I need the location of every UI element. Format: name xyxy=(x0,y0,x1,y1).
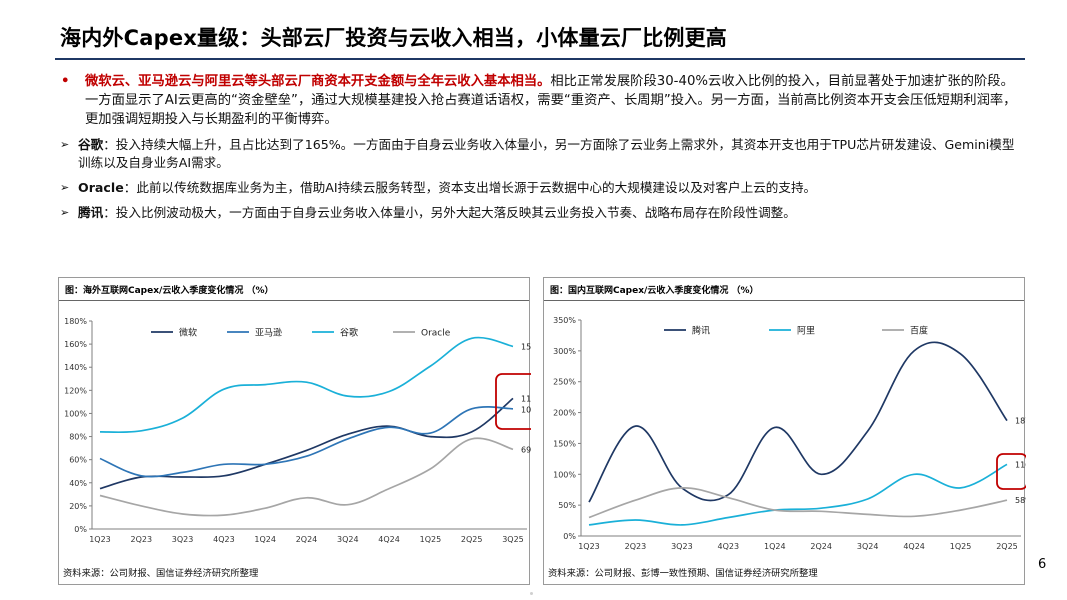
y-tick-label: 180% xyxy=(64,317,87,326)
legend-label: 亚马逊 xyxy=(255,328,282,339)
sub-bullet-text: 此前以传统数据库业务为主，借助AI持续云服务转型，资本支出增长源于云数据中心的大… xyxy=(136,180,817,195)
main-bullet: • 微软云、亚马逊云与阿里云等头部云厂商资本开支金额与全年云收入基本相当。相比正… xyxy=(58,72,1018,129)
x-tick-label: 1Q25 xyxy=(950,542,972,551)
series-line xyxy=(99,336,514,434)
y-tick-label: 350% xyxy=(553,316,576,325)
bullet-list: • 微软云、亚马逊云与阿里云等头部云厂商资本开支金额与全年云收入基本相当。相比正… xyxy=(58,72,1018,222)
y-tick-label: 20% xyxy=(69,502,87,511)
chart-title-divider xyxy=(59,300,529,301)
bullet-dot: • xyxy=(61,74,70,89)
legend-label: 百度 xyxy=(910,325,928,337)
y-tick-label: 50% xyxy=(558,501,576,510)
chart-title: 图：海外互联网Capex/云收入季度变化情况 （%） xyxy=(65,286,274,296)
sub-bullet-sep: ： xyxy=(103,137,116,152)
series-line xyxy=(99,406,514,478)
series-line xyxy=(99,437,514,517)
x-tick-label: 4Q23 xyxy=(718,542,740,551)
sub-bullet-tencent: ➢ 腾讯：投入比例波动极大，一方面由于自身云业务收入体量小，另外大起大落反映其云… xyxy=(58,204,1018,222)
arrow-bullet-icon: ➢ xyxy=(60,181,70,194)
domestic-chart-panel: 图：国内互联网Capex/云收入季度变化情况 （%） 0% 50% 100% 150%… xyxy=(543,277,1026,585)
legend-label: 谷歌 xyxy=(340,327,358,339)
highlight-box xyxy=(996,453,1026,490)
x-tick-label: 2Q25 xyxy=(996,542,1018,551)
arrow-bullet-icon: ➢ xyxy=(60,206,70,219)
sub-bullet-google: ➢ 谷歌：投入持续大幅上升，且占比达到了165%。一方面由于自身云业务收入体量小… xyxy=(58,136,1018,172)
overseas-capex-chart: 0% 20% 40% 60% 80% 100% 120% 140% 160% 180% 1Q23 2Q… xyxy=(64,317,531,544)
y-tick-label: 250% xyxy=(553,378,576,387)
series-line xyxy=(588,487,1008,519)
page-number: 6 xyxy=(1038,557,1047,572)
highlight-box xyxy=(495,373,531,430)
chart-source: 资料来源：公司财报、彭博一致性预期、国信证券经济研究所整理 xyxy=(548,568,818,579)
sub-bullet-name: 谷歌 xyxy=(78,137,104,152)
legend-label: 阿里 xyxy=(797,326,815,337)
x-tick-label: 1Q24 xyxy=(254,535,276,544)
y-tick-label: 160% xyxy=(64,340,87,349)
x-tick-label: 4Q24 xyxy=(378,535,400,544)
x-tick-label: 3Q23 xyxy=(671,542,693,551)
page-title: 海内外Capex量级：头部云厂投资与云收入相当，小体量云厂比例更高 xyxy=(60,26,728,50)
y-tick-label: 100% xyxy=(553,470,576,479)
footer-dot xyxy=(530,592,533,595)
x-tick-label: 1Q24 xyxy=(764,542,786,551)
x-tick-label: 2Q24 xyxy=(296,535,318,544)
x-tick-label: 1Q25 xyxy=(420,535,442,544)
x-tick-label: 2Q25 xyxy=(461,535,483,544)
chart-title-divider xyxy=(544,300,1024,301)
sub-bullet-oracle: ➢ Oracle：此前以传统数据库业务为主，借助AI持续云服务转型，资本支出增长… xyxy=(58,179,1018,197)
sub-bullet-text: 投入持续大幅上升，且占比达到了165%。一方面由于自身云业务收入体量小，另一方面… xyxy=(78,137,1015,170)
y-tick-label: 0% xyxy=(74,525,87,534)
chart-title: 图：国内互联网Capex/云收入季度变化情况 （%） xyxy=(550,286,759,296)
sub-bullet-sep: ： xyxy=(103,205,116,220)
y-tick-label: 40% xyxy=(69,479,87,488)
title-underline xyxy=(55,58,1025,60)
x-tick-label: 2Q23 xyxy=(131,535,153,544)
end-value-label: 113% xyxy=(521,394,531,403)
legend-label: 微软 xyxy=(179,327,197,339)
y-tick-label: 0% xyxy=(563,532,576,541)
end-value-label: 158% xyxy=(521,342,531,351)
sub-bullet-text: 投入比例波动极大，一方面由于自身云业务收入体量小，另外大起大落反映其云业务投入节… xyxy=(115,205,796,220)
y-tick-label: 60% xyxy=(69,456,87,465)
x-tick-label: 1Q23 xyxy=(578,542,600,551)
x-tick-label: 3Q24 xyxy=(337,535,359,544)
x-tick-label: 3Q25 xyxy=(502,535,524,544)
y-tick-label: 80% xyxy=(69,433,87,442)
x-tick-label: 4Q23 xyxy=(213,535,235,544)
legend-label: 腾讯 xyxy=(692,325,710,337)
y-tick-label: 150% xyxy=(553,439,576,448)
y-tick-label: 300% xyxy=(553,347,576,356)
y-tick-label: 140% xyxy=(64,363,87,372)
domestic-capex-chart: 0% 50% 100% 150% 200% 250% 300% 350% 1Q23 2Q23 3Q2… xyxy=(553,316,1026,551)
x-tick-label: 2Q23 xyxy=(625,542,647,551)
main-bullet-highlight: 微软云、亚马逊云与阿里云等头部云厂商资本开支金额与全年云收入基本相当。 xyxy=(85,74,551,89)
series-line xyxy=(588,341,1008,503)
sub-bullet-name: 腾讯 xyxy=(78,205,104,220)
end-value-label: 69% xyxy=(521,445,531,454)
end-value-label: 58% xyxy=(1015,496,1026,505)
y-tick-label: 200% xyxy=(553,409,576,418)
series-line xyxy=(99,397,514,490)
sub-bullet-name: Oracle xyxy=(78,180,124,195)
y-tick-label: 120% xyxy=(64,386,87,395)
x-tick-label: 3Q24 xyxy=(857,542,879,551)
chart-source: 资料来源：公司财报、国信证券经济研究所整理 xyxy=(63,568,259,579)
series-line xyxy=(588,463,1008,526)
main-bullet-text: 相比正常发展阶段30-40%云收入比例的投入，目前显著处于加速扩张的阶段。一方面… xyxy=(85,74,1017,127)
x-tick-label: 2Q24 xyxy=(810,542,832,551)
overseas-chart-panel: 图：海外互联网Capex/云收入季度变化情况 （%） 0% 20% 40% 60% 80… xyxy=(58,277,531,585)
y-tick-label: 100% xyxy=(64,409,87,418)
end-value-label: 104% xyxy=(521,405,531,414)
end-value-label: 116% xyxy=(1015,460,1026,469)
x-tick-label: 1Q23 xyxy=(89,535,111,544)
end-value-label: 187% xyxy=(1015,417,1026,426)
x-tick-label: 4Q24 xyxy=(903,542,925,551)
x-tick-label: 3Q23 xyxy=(172,535,194,544)
sub-bullet-sep: ： xyxy=(123,180,137,195)
legend-label: Oracle xyxy=(421,329,451,339)
arrow-bullet-icon: ➢ xyxy=(60,138,70,151)
